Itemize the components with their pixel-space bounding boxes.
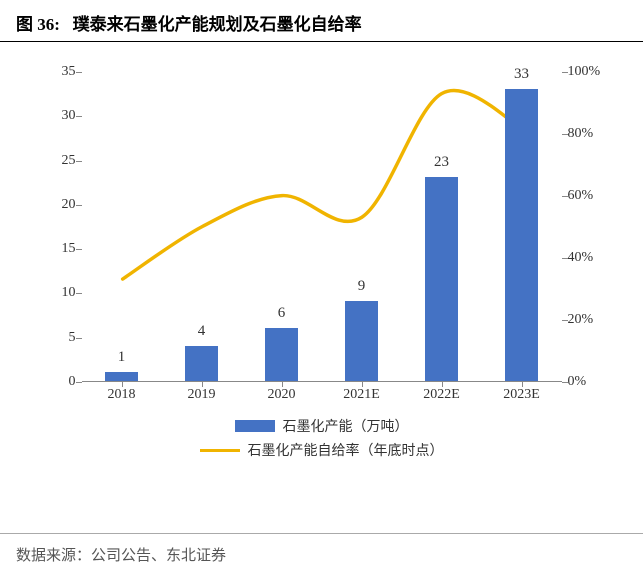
y-left-tick bbox=[76, 161, 82, 162]
y-right-tick bbox=[562, 72, 568, 73]
y-right-tick bbox=[562, 382, 568, 383]
x-tick-label: 2021E bbox=[343, 381, 380, 403]
bar-value-label: 1 bbox=[118, 349, 126, 372]
y-right-tick bbox=[562, 134, 568, 135]
bar-value-label: 23 bbox=[434, 154, 449, 177]
y-left-tick bbox=[76, 72, 82, 73]
bar: 9 bbox=[345, 301, 379, 381]
legend-item-line: 石墨化产能自给率（年底时点） bbox=[82, 440, 562, 460]
legend: 石墨化产能（万吨） 石墨化产能自给率（年底时点） bbox=[82, 412, 562, 464]
legend-bar-label: 石墨化产能（万吨） bbox=[283, 416, 409, 436]
bar: 1 bbox=[105, 372, 139, 381]
bar: 4 bbox=[185, 346, 219, 381]
line-swatch-icon bbox=[200, 449, 240, 452]
data-source-text: 数据来源：公司公告、东北证券 bbox=[16, 548, 226, 564]
y-left-tick bbox=[76, 382, 82, 383]
bar-value-label: 9 bbox=[358, 278, 366, 301]
bar: 6 bbox=[265, 328, 299, 381]
y-right-tick bbox=[562, 258, 568, 259]
bar-value-label: 6 bbox=[278, 305, 286, 328]
y-left-tick bbox=[76, 205, 82, 206]
y-left-tick bbox=[76, 293, 82, 294]
legend-line-label: 石墨化产能自给率（年底时点） bbox=[248, 440, 444, 460]
bar: 23 bbox=[425, 177, 459, 381]
bar-value-label: 4 bbox=[198, 323, 206, 346]
y-left-tick bbox=[76, 249, 82, 250]
x-tick-label: 2022E bbox=[423, 381, 460, 403]
x-tick-label: 2020 bbox=[268, 381, 296, 403]
y-right-tick bbox=[562, 320, 568, 321]
line-path bbox=[122, 91, 521, 280]
x-tick-label: 2018 bbox=[108, 381, 136, 403]
figure-number: 图 36: bbox=[16, 15, 60, 34]
figure-title-text: 璞泰来石墨化产能规划及石墨化自给率 bbox=[73, 15, 362, 34]
bar: 33 bbox=[505, 89, 539, 381]
x-tick-label: 2023E bbox=[503, 381, 540, 403]
bar-value-label: 33 bbox=[514, 66, 529, 89]
y-right-tick bbox=[562, 196, 568, 197]
legend-item-bar: 石墨化产能（万吨） bbox=[82, 416, 562, 436]
plot-area: 051015202530350%20%40%60%80%100%20181201… bbox=[82, 72, 562, 382]
y-left-tick bbox=[76, 338, 82, 339]
x-tick-label: 2019 bbox=[188, 381, 216, 403]
line-series bbox=[82, 72, 562, 381]
data-source: 数据来源：公司公告、东北证券 bbox=[0, 533, 643, 575]
chart: 051015202530350%20%40%60%80%100%20181201… bbox=[22, 62, 622, 482]
figure-title: 图 36: 璞泰来石墨化产能规划及石墨化自给率 bbox=[0, 0, 643, 42]
y-left-tick bbox=[76, 116, 82, 117]
bar-swatch-icon bbox=[235, 420, 275, 432]
